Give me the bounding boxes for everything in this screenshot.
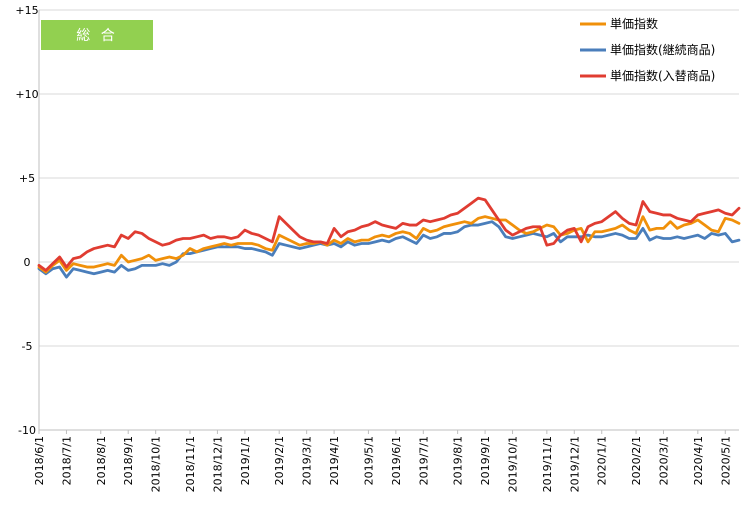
x-tick-label: 2019/7/1 — [417, 436, 430, 485]
x-tick-label: 2018/8/1 — [95, 436, 108, 485]
x-tick-label: 2019/1/1 — [239, 436, 252, 485]
badge-label: 総 合 — [76, 28, 117, 44]
x-tick-label: 2019/2/1 — [273, 436, 286, 485]
x-tick-label: 2019/10/1 — [507, 436, 520, 492]
y-tick-label: -10 — [18, 424, 36, 437]
x-tick-label: 2018/11/1 — [184, 436, 197, 492]
series-lines — [37, 196, 741, 279]
x-tick-label: 2020/4/1 — [692, 436, 705, 485]
legend-label: 単価指数(継続商品) — [610, 42, 715, 57]
y-tick-label: +10 — [15, 88, 38, 101]
series-line-3 — [37, 196, 741, 272]
x-axis: 2018/6/1 2018/7/1 2018/8/1 2018/9/1 2018/10/… — [33, 429, 739, 492]
x-tick-label: 2019/9/1 — [479, 436, 492, 485]
x-tick-label: 2018/9/1 — [122, 436, 135, 485]
x-tick-label: 2020/2/1 — [630, 436, 643, 485]
y-tick-label: +5 — [19, 172, 35, 185]
y-tick-label: +15 — [15, 4, 38, 17]
x-tick-label: 2019/8/1 — [452, 436, 465, 485]
y-tick-label: 0 — [24, 256, 31, 269]
legend-label: 単価指数 — [610, 16, 658, 31]
category-badge: 総 合 — [41, 20, 153, 50]
x-tick-label: 2019/4/1 — [328, 436, 341, 485]
x-tick-label: 2019/5/1 — [362, 436, 375, 485]
x-tick-label: 2019/6/1 — [390, 436, 403, 485]
series-line-1 — [37, 215, 741, 274]
x-tick-label: 2019/11/1 — [541, 436, 554, 492]
x-tick-label: 2018/6/1 — [33, 436, 46, 485]
x-tick-label: 2018/7/1 — [60, 436, 73, 485]
x-tick-label: 2019/3/1 — [301, 436, 314, 485]
x-tick-label: 2018/10/1 — [150, 436, 163, 492]
badge-background — [41, 20, 153, 50]
x-tick-label: 2019/12/1 — [568, 436, 581, 492]
x-tick-label: 2018/12/1 — [211, 436, 224, 492]
x-tick-label: 2020/3/1 — [658, 436, 671, 485]
y-tick-label: -5 — [22, 340, 33, 353]
legend-label: 単価指数(入替商品) — [610, 68, 715, 83]
series-line-2 — [37, 220, 741, 279]
x-tick-label: 2020/5/1 — [719, 436, 732, 485]
y-axis: +15 +10 +5 0 -5 -10 — [15, 4, 40, 437]
x-tick-label: 2020/1/1 — [596, 436, 609, 485]
